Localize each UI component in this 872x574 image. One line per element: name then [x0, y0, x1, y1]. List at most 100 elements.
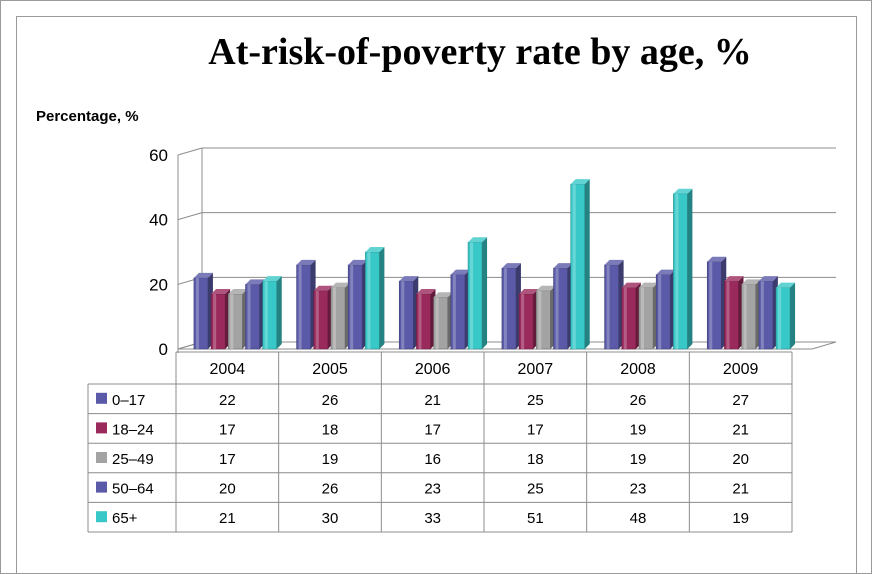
table-cell-50–64-2006: 23	[424, 481, 441, 498]
bar-2006-18–24-top	[416, 289, 436, 295]
bar-2007-65+-top	[570, 179, 590, 185]
chart-area-right-border	[856, 16, 857, 574]
bar-2008-0–17-highlight	[606, 264, 610, 349]
table-cell-65+-2005: 30	[322, 510, 339, 527]
x-category-label-2006: 2006	[415, 361, 451, 378]
table-cell-50–64-2009: 21	[732, 481, 749, 498]
legend-key-25–49	[96, 452, 107, 463]
bar-2004-50–64-highlight	[247, 284, 251, 349]
bar-2005-18–24-top	[313, 285, 333, 291]
y-tick-label-60: 60	[149, 146, 168, 165]
table-cell-0–17-2004: 22	[219, 392, 236, 409]
bar-2009-65+-highlight	[778, 287, 782, 349]
bar-2005-50–64-highlight	[350, 264, 354, 349]
bar-2004-0–17-top	[193, 272, 213, 278]
table-cell-18–24-2006: 17	[424, 421, 441, 438]
bar-2009-50–64-top	[758, 276, 778, 282]
table-cell-65+-2004: 21	[219, 510, 236, 527]
legend-label-0–17: 0–17	[112, 392, 145, 409]
bar-2005-50–64-top	[348, 259, 368, 265]
bar-2004-50–64-top	[245, 279, 265, 285]
bar-2009-50–64-highlight	[760, 281, 764, 349]
table-cell-0–17-2006: 21	[424, 392, 441, 409]
bar-2004-65+-side	[276, 276, 282, 349]
bar-2008-25–49-highlight	[641, 287, 644, 349]
bar-2006-25–49-highlight	[435, 297, 439, 349]
bar-2008-65+-top	[673, 188, 693, 194]
bar-2006-25–49-top	[433, 292, 453, 298]
bar-2009-25–49-top	[741, 279, 761, 285]
bar-2006-65+-top	[468, 237, 488, 243]
bar-2008-50–64-top	[656, 269, 676, 275]
table-cell-50–64-2005: 26	[322, 481, 339, 498]
bar-2004-25–49-highlight	[230, 294, 234, 349]
bar-2007-25–49-highlight	[538, 290, 542, 349]
bar-2007-18–24-top	[519, 289, 539, 295]
x-category-label-2007: 2007	[518, 361, 554, 378]
bar-2007-25–49-top	[536, 285, 556, 291]
bar-2007-0–17-top	[501, 263, 521, 269]
x-category-label-2008: 2008	[620, 361, 656, 378]
table-cell-65+-2009: 19	[732, 510, 749, 527]
table-cell-25–49-2005: 19	[322, 451, 339, 468]
legend-label-50–64: 50–64	[112, 481, 154, 498]
bar-2007-0–17-highlight	[503, 268, 507, 349]
table-cell-65+-2006: 33	[424, 510, 441, 527]
bar-2005-25–49-top	[331, 282, 350, 288]
y-tick-label-0: 0	[159, 340, 168, 359]
bar-2006-65+-highlight	[470, 242, 474, 349]
table-cell-50–64-2007: 25	[527, 481, 544, 498]
bar-2009-25–49-highlight	[743, 284, 747, 349]
table-cell-0–17-2008: 26	[630, 392, 647, 409]
bar-2008-65+-side	[687, 188, 693, 349]
gridline-depth-60	[177, 147, 203, 156]
y-axis-title: Percentage, %	[36, 108, 139, 125]
bar-2006-50–64-highlight	[452, 274, 456, 349]
table-cell-0–17-2005: 26	[322, 392, 339, 409]
legend-key-50–64	[96, 481, 107, 493]
bar-2006-18–24-highlight	[418, 294, 422, 349]
table-cell-18–24-2009: 21	[732, 421, 749, 438]
bar-2005-65+-highlight	[367, 252, 371, 349]
chart-title: At-risk-of-poverty rate by age, %	[208, 31, 752, 73]
legend-key-65+	[96, 511, 107, 523]
bar-2007-65+-highlight	[572, 184, 576, 349]
bar-2009-65+-side	[790, 282, 796, 349]
bar-2007-50–64-top	[553, 263, 573, 269]
bar-2008-25–49-top	[639, 282, 658, 288]
table-cell-50–64-2004: 20	[219, 481, 236, 498]
bar-2008-18–24-highlight	[623, 287, 627, 349]
bar-2006-0–17-top	[399, 276, 419, 282]
table-cell-65+-2008: 48	[630, 510, 647, 527]
table-cell-18–24-2008: 19	[630, 421, 647, 438]
bar-2004-25–49-top	[228, 289, 248, 295]
table-cell-25–49-2007: 18	[527, 451, 544, 468]
gridline-depth-40	[177, 212, 203, 221]
chart-area-top-border	[16, 16, 857, 17]
table-cell-18–24-2005: 18	[322, 421, 339, 438]
bar-2009-65+-top	[776, 282, 796, 288]
legend-key-0–17	[96, 392, 107, 404]
bar-2007-18–24-highlight	[521, 294, 525, 349]
table-cell-0–17-2007: 25	[527, 392, 544, 409]
y-tick-label-20: 20	[149, 275, 168, 294]
x-category-label-2005: 2005	[312, 361, 348, 378]
bar-2009-18–24-top	[724, 276, 744, 282]
bar-2004-0–17-highlight	[195, 277, 199, 349]
y-tick-label-40: 40	[149, 211, 168, 230]
chart-area-left-border	[16, 16, 17, 574]
bar-2005-25–49-highlight	[333, 287, 336, 349]
x-category-label-2004: 2004	[210, 361, 246, 378]
table-cell-25–49-2008: 19	[630, 451, 647, 468]
bar-2005-0–17-highlight	[298, 264, 302, 349]
bar-2008-50–64-highlight	[658, 274, 662, 349]
table-cell-18–24-2007: 17	[527, 421, 544, 438]
bar-2005-65+-side	[379, 247, 385, 349]
bar-2005-0–17-top	[296, 259, 316, 265]
bar-2008-65+-highlight	[675, 193, 679, 349]
bar-2004-18–24-top	[211, 289, 231, 295]
bar-2009-0–17-top	[707, 256, 727, 262]
bar-2009-0–17-highlight	[709, 261, 713, 349]
bar-2006-65+-side	[482, 237, 488, 349]
